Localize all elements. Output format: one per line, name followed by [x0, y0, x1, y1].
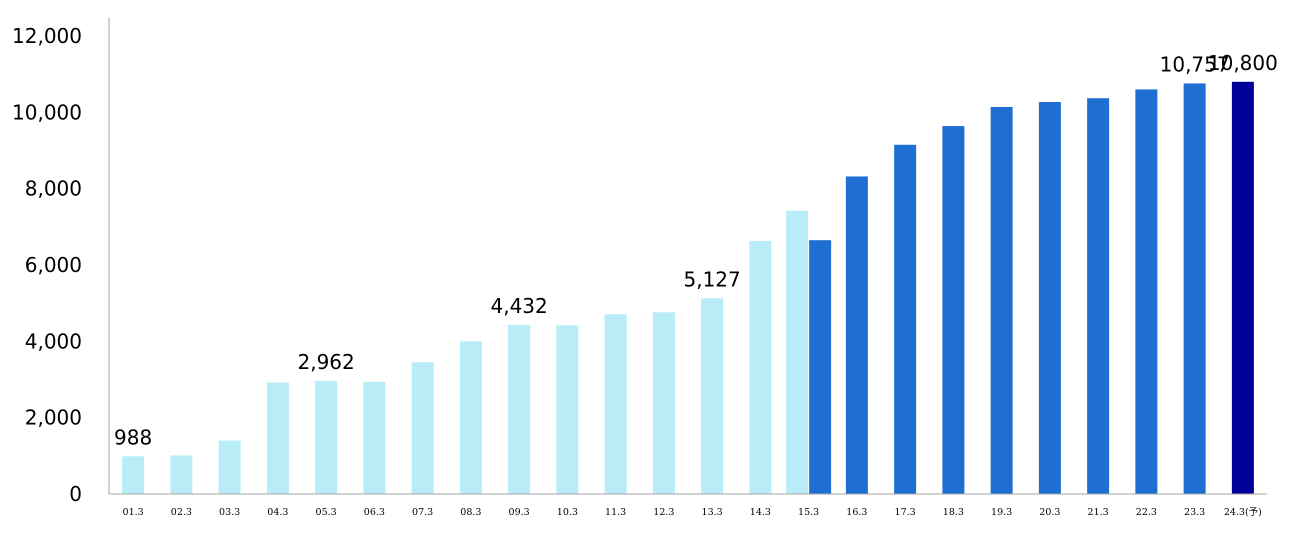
- bar: [604, 314, 627, 494]
- x-tick-label: 18.3: [943, 507, 964, 518]
- x-tick-label: 12.3: [653, 507, 674, 518]
- bar: [845, 176, 868, 494]
- data-label: 2,962: [297, 350, 354, 374]
- y-tick-label: 12,000: [12, 24, 82, 48]
- x-tick-label: 09.3: [509, 507, 530, 518]
- x-tick-label: 17.3: [895, 507, 916, 518]
- bar: [1183, 83, 1206, 494]
- x-tick-label: 02.3: [171, 507, 192, 518]
- bar: [1135, 89, 1158, 495]
- data-label: 10,800: [1208, 51, 1278, 75]
- x-tick-label: 21.3: [1088, 507, 1109, 518]
- bar: [363, 381, 386, 494]
- y-axis-ticks: 0 2,000 4,000 6,000 8,000 10,000 12,000: [12, 24, 82, 506]
- x-axis-ticks: 01.3 02.3 03.3 04.3 05.3 06.3 07.3 08.3 09.3 10.3…: [123, 507, 1262, 518]
- bar: [942, 126, 965, 494]
- x-tick-label: 10.3: [557, 507, 578, 518]
- y-tick-label: 2,000: [25, 406, 82, 430]
- bars: [122, 81, 1254, 495]
- x-tick-label: 03.3: [219, 507, 240, 518]
- y-tick-label: 8,000: [25, 177, 82, 201]
- data-label: 5,127: [683, 267, 740, 291]
- bar: [556, 325, 579, 494]
- bar: [1231, 81, 1254, 495]
- bar: [1038, 102, 1061, 494]
- x-tick-label: 19.3: [991, 507, 1012, 518]
- x-tick-label: 15.3: [798, 507, 819, 518]
- bar: [459, 341, 482, 494]
- x-tick-label: 06.3: [364, 507, 385, 518]
- bar: [701, 298, 724, 494]
- x-tick-label: 07.3: [412, 507, 433, 518]
- x-tick-label: 22.3: [1136, 507, 1157, 518]
- x-tick-label: 20.3: [1039, 507, 1060, 518]
- data-label: 988: [114, 425, 152, 449]
- y-tick-label: 6,000: [25, 253, 82, 277]
- y-tick-label: 4,000: [25, 329, 82, 353]
- x-tick-label: 04.3: [267, 507, 288, 518]
- x-tick-label: 05.3: [316, 507, 337, 518]
- x-tick-label: 08.3: [460, 507, 481, 518]
- data-label: 4,432: [490, 294, 547, 318]
- bar: [894, 144, 917, 494]
- x-tick-label: 01.3: [123, 507, 144, 518]
- bar: [652, 312, 675, 494]
- bar: [315, 380, 338, 494]
- bar: [170, 455, 193, 494]
- bar: [749, 240, 772, 494]
- bar: [218, 440, 241, 494]
- bar: [786, 210, 809, 495]
- x-tick-label: 24.3(予): [1224, 507, 1262, 518]
- bar: [122, 456, 145, 494]
- x-tick-label: 16.3: [846, 507, 867, 518]
- bar: [990, 106, 1013, 495]
- y-tick-label: 10,000: [12, 100, 82, 124]
- bar: [1087, 98, 1110, 495]
- y-tick-label: 0: [69, 482, 82, 506]
- x-tick-label: 13.3: [702, 507, 723, 518]
- x-tick-label: 14.3: [750, 507, 771, 518]
- bar: [411, 362, 434, 494]
- data-label: 10,757: [1160, 52, 1230, 76]
- bar: [266, 382, 289, 494]
- x-tick-label: 11.3: [605, 507, 626, 518]
- x-tick-label: 23.3: [1184, 507, 1205, 518]
- bar: [508, 324, 531, 494]
- bar: [809, 240, 832, 494]
